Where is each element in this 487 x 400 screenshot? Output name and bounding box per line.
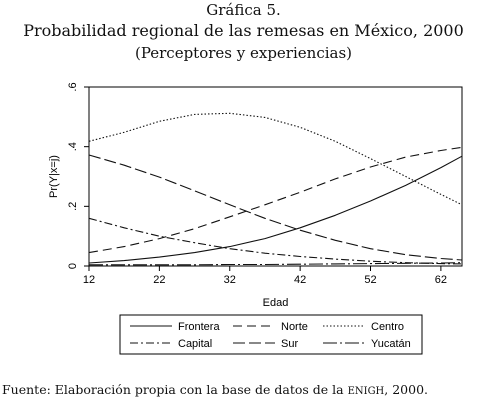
series-line-centro — [88, 112, 463, 206]
y-axis-label: Pr(Y|x=j) — [48, 155, 60, 198]
x-tick-label: 32 — [224, 274, 236, 286]
series-line-capital — [88, 217, 463, 265]
source-note: Fuente: Elaboración propia con la base d… — [2, 382, 428, 397]
series-line-sur — [88, 154, 463, 261]
series-line-norte — [88, 146, 463, 254]
y-tick-label: .2 — [67, 202, 79, 211]
y-tick-label: .6 — [67, 82, 79, 91]
x-tick-label: 12 — [83, 274, 95, 286]
series-line-yucatan — [89, 262, 463, 266]
source-acronym: ENIGH — [347, 386, 385, 397]
plot-frame — [88, 86, 463, 267]
chart-subtitle: (Perceptores y experiencias) — [134, 44, 353, 62]
legend-label: Yucatán — [371, 338, 411, 350]
source-prefix: Fuente: Elaboración propia con la base d… — [2, 382, 348, 397]
y-tick-label: .4 — [67, 142, 79, 151]
legend-label: Norte — [281, 321, 308, 333]
source-suffix: , 2000. — [384, 382, 429, 397]
series-line-frontera — [88, 155, 463, 264]
y-tick-label: 0 — [67, 263, 79, 269]
chart-title: Probabilidad regional de las remesas en … — [23, 21, 464, 40]
x-tick-label: 52 — [364, 274, 376, 286]
legend-label: Sur — [281, 338, 298, 350]
x-axis-label: Edad — [263, 297, 289, 309]
legend-box — [119, 314, 423, 355]
legend-label: Centro — [371, 321, 404, 333]
legend-label: Capital — [178, 338, 212, 350]
figure-number: Gráfica 5. — [206, 1, 281, 19]
x-tick-label: 22 — [153, 274, 165, 286]
x-tick-label: 62 — [435, 274, 447, 286]
legend-label: Frontera — [178, 321, 220, 333]
x-tick-label: 42 — [294, 274, 306, 286]
